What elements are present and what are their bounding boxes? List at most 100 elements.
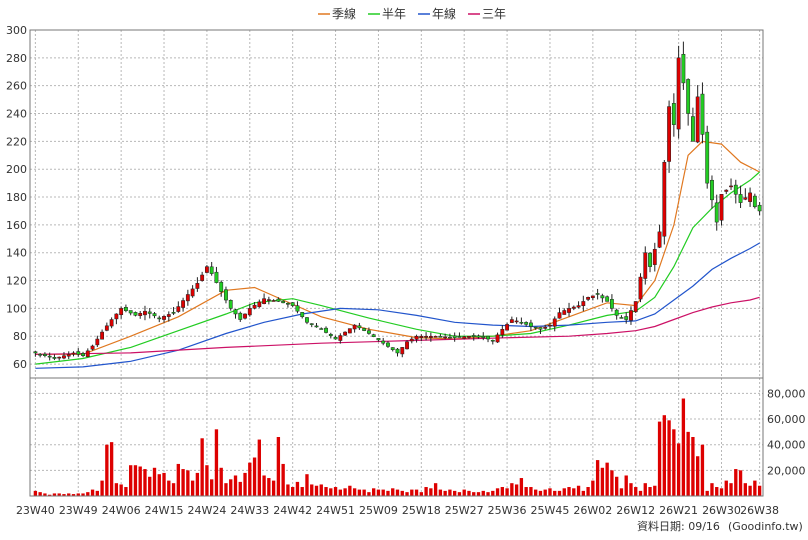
candle-body — [224, 289, 228, 301]
volume-bar — [229, 479, 233, 496]
volume-bar — [67, 493, 71, 496]
candle-body — [386, 342, 390, 347]
candle-body — [648, 252, 652, 267]
volume-bar — [657, 421, 662, 496]
volume-bar — [486, 492, 490, 496]
volume-bar — [595, 460, 600, 496]
candle-body — [519, 322, 524, 324]
legend-label: 季線 — [332, 6, 356, 21]
candle-body — [371, 334, 376, 337]
volume-bar — [629, 483, 633, 496]
x-tick-label: 26W12 — [616, 504, 655, 517]
candle-body — [42, 353, 47, 356]
volume-bar — [210, 479, 214, 496]
volume-bar — [681, 398, 686, 496]
candle-body — [576, 305, 581, 308]
candle-body — [633, 301, 638, 313]
volume-bar — [76, 493, 80, 496]
volume-bar — [90, 489, 95, 496]
candle-body — [457, 336, 462, 338]
volume-bar — [705, 490, 709, 496]
footer-source: (Goodinfo.tw) — [728, 520, 803, 533]
candle-body — [104, 325, 109, 331]
volume-bar — [381, 489, 385, 496]
volume-bar — [186, 470, 190, 496]
candle-body — [81, 353, 85, 356]
candle-body — [710, 179, 714, 201]
candle-body — [47, 355, 52, 358]
volume-bar — [715, 487, 719, 496]
volume-bar — [33, 490, 38, 496]
volume-bar — [319, 484, 323, 496]
volume-bar — [95, 490, 99, 496]
candle-body — [209, 266, 214, 274]
volume-bar — [624, 475, 628, 496]
candle-body — [552, 318, 557, 327]
volume-bar — [581, 490, 585, 496]
candle-body — [733, 184, 738, 195]
candle-body — [247, 308, 252, 316]
volume-bar — [219, 467, 223, 496]
candle-body — [495, 334, 500, 343]
candle-body — [605, 296, 610, 302]
candle-body — [405, 341, 409, 350]
volume-bar — [391, 488, 395, 496]
volume-bar — [662, 415, 666, 496]
volume-bar — [543, 489, 547, 496]
volume-bar — [438, 489, 443, 496]
volume-bar — [524, 487, 528, 496]
candle-body — [490, 339, 495, 342]
volume-bar — [119, 484, 123, 496]
candle-body — [257, 301, 262, 308]
candle-body — [428, 335, 433, 338]
candle-body — [738, 194, 743, 203]
candle-body — [676, 57, 681, 130]
volume-bar — [48, 494, 52, 496]
volume-bar — [719, 488, 724, 496]
volume-bar — [295, 481, 300, 496]
volume-bars — [33, 398, 762, 496]
x-tick-label: 23W49 — [59, 504, 98, 517]
price-y-tick-label: 60 — [13, 358, 27, 371]
candle-body — [128, 310, 133, 314]
candle-body — [400, 347, 405, 355]
candle-body — [243, 313, 247, 319]
volume-bar — [410, 489, 414, 496]
volume-bar — [433, 483, 438, 496]
candle-body — [571, 306, 576, 309]
volume-bar — [700, 444, 705, 496]
candle-body — [524, 322, 529, 325]
volume-bar — [443, 490, 447, 496]
legend-label: 三年 — [482, 7, 506, 21]
candle-body — [33, 351, 38, 354]
candle-body — [409, 338, 414, 342]
volume-bar — [481, 490, 485, 496]
volume-y-axis: 20,000 40,000 60,000 80,000 — [767, 387, 806, 477]
volume-bar — [291, 487, 295, 496]
candle-body — [219, 281, 224, 292]
candle-body — [190, 288, 195, 297]
candle-body — [100, 331, 105, 340]
volume-bar — [519, 478, 524, 496]
candle-body — [505, 324, 510, 331]
volume-panel-frame — [29, 377, 764, 497]
candle-body — [714, 202, 719, 223]
volume-bar — [619, 488, 624, 496]
candle-body — [695, 96, 700, 143]
price-y-tick-label: 260 — [6, 80, 27, 93]
price-y-tick-label: 120 — [6, 275, 27, 288]
volume-y-tick-label: 40,000 — [767, 439, 806, 452]
volume-bar — [405, 492, 409, 496]
volume-bar — [352, 488, 357, 496]
candle-body — [95, 338, 100, 346]
volume-bar — [491, 490, 495, 496]
volume-bar — [314, 485, 319, 496]
x-tick-label: 24W06 — [102, 504, 141, 517]
candle-body — [609, 299, 614, 309]
volume-bar — [324, 487, 328, 496]
candle-body — [157, 317, 162, 320]
volume-bar — [171, 483, 176, 496]
volume-bar — [534, 489, 538, 496]
volume-bar — [710, 483, 714, 496]
volume-bar — [653, 485, 657, 496]
